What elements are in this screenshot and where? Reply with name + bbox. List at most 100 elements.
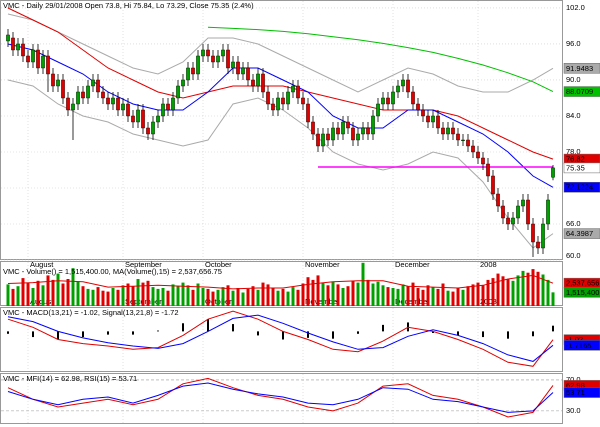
candle-body bbox=[151, 121, 155, 135]
volume-bar bbox=[226, 285, 230, 306]
candle-body bbox=[131, 115, 135, 123]
histogram-bar bbox=[552, 325, 554, 332]
histogram-bar bbox=[307, 331, 309, 338]
y-tick-label: 66.0 bbox=[566, 219, 581, 228]
candle-body bbox=[196, 55, 200, 75]
candle-body bbox=[286, 91, 290, 105]
volume-bar bbox=[456, 288, 460, 306]
histogram-bar bbox=[332, 331, 334, 339]
x-tick-label: December bbox=[395, 260, 430, 269]
x-tick-label: November bbox=[305, 260, 340, 269]
volume-bar bbox=[186, 285, 190, 306]
volume-bar bbox=[36, 280, 40, 306]
volume-bar bbox=[51, 279, 55, 306]
candle-body bbox=[101, 91, 105, 99]
volume-bar bbox=[451, 291, 455, 306]
candle-body bbox=[36, 49, 40, 69]
indicator-line bbox=[7, 7, 554, 160]
candle-body bbox=[31, 49, 35, 63]
candle-body bbox=[426, 115, 430, 123]
volume-bar bbox=[351, 280, 355, 306]
volume-bar bbox=[181, 282, 185, 306]
candle-body bbox=[381, 97, 385, 105]
indicator-line bbox=[7, 382, 554, 413]
volume-bar bbox=[501, 276, 505, 306]
volume-bar bbox=[306, 277, 310, 306]
volume-bar bbox=[216, 289, 220, 306]
volume-bar bbox=[171, 284, 175, 306]
candle-body bbox=[41, 55, 45, 69]
y-tick-label: 30.0 bbox=[566, 406, 581, 415]
volume-bar bbox=[411, 282, 415, 306]
candle-body bbox=[156, 115, 160, 123]
x-tick-label: 2008 bbox=[480, 260, 497, 269]
series-value-label: -1.02 bbox=[566, 335, 583, 344]
volume-bar bbox=[111, 288, 115, 306]
volume-ma-line bbox=[7, 274, 554, 290]
histogram-bar bbox=[107, 331, 109, 335]
candle-body bbox=[476, 151, 480, 159]
panel bbox=[0, 0, 563, 260]
close-value-label: 75.35 bbox=[566, 163, 585, 172]
candle-body bbox=[371, 115, 375, 135]
candle-body bbox=[76, 91, 80, 105]
candle-body bbox=[26, 55, 30, 63]
candle-body bbox=[181, 79, 185, 87]
volume-bar bbox=[466, 286, 470, 306]
candle-body bbox=[396, 85, 400, 93]
volume-bar bbox=[276, 290, 280, 306]
volume-bar bbox=[101, 290, 105, 306]
candle-body bbox=[91, 79, 95, 87]
volume-bar bbox=[46, 275, 50, 306]
histogram-bar bbox=[132, 331, 134, 335]
candle-body bbox=[171, 97, 175, 111]
volume-bar bbox=[156, 288, 160, 306]
volume-bar bbox=[141, 282, 145, 306]
candle-body bbox=[401, 79, 405, 87]
volume-bar bbox=[56, 273, 60, 306]
candle-body bbox=[491, 175, 495, 195]
series-value-label: 64.3987 bbox=[566, 229, 593, 238]
candle-body bbox=[6, 34, 10, 42]
candle-body bbox=[451, 127, 455, 135]
volume-bar bbox=[176, 286, 180, 306]
candle-body bbox=[96, 79, 100, 93]
volume-bar bbox=[106, 291, 110, 306]
candle-body bbox=[511, 217, 515, 225]
candle-body bbox=[111, 97, 115, 105]
y-tick-label: 102.0 bbox=[566, 3, 585, 12]
histogram-bar bbox=[382, 324, 384, 332]
candle-body bbox=[21, 43, 25, 57]
y-tick-label: 78.0 bbox=[566, 147, 581, 156]
candle-body bbox=[536, 241, 540, 249]
volume-bar bbox=[471, 284, 475, 306]
series-value-label-box bbox=[563, 387, 600, 398]
volume-bar bbox=[76, 281, 80, 306]
candle-body bbox=[406, 79, 410, 93]
volume-bar bbox=[461, 289, 465, 306]
volume-value-label-box bbox=[563, 287, 600, 298]
volume-bar bbox=[396, 288, 400, 306]
volume-bar bbox=[426, 285, 430, 306]
volume-bar bbox=[436, 288, 440, 306]
candle-body bbox=[361, 127, 365, 135]
candle-body bbox=[521, 199, 525, 207]
volume-bar bbox=[446, 290, 450, 306]
volume-bar bbox=[506, 279, 510, 306]
candle-body bbox=[221, 49, 225, 57]
volume-bar bbox=[286, 291, 290, 306]
volume-bar bbox=[431, 287, 435, 306]
x-tick-label: October bbox=[205, 260, 232, 269]
candle-body bbox=[216, 55, 220, 63]
candle-body bbox=[256, 73, 260, 87]
volume-bar bbox=[361, 262, 365, 306]
candle-body bbox=[136, 109, 140, 123]
volume-bar bbox=[391, 288, 395, 306]
candle-body bbox=[266, 91, 270, 105]
volume-bar bbox=[71, 268, 75, 306]
candle-body bbox=[356, 133, 360, 141]
volume-bar bbox=[416, 288, 420, 306]
candle-body bbox=[506, 217, 510, 225]
volume-bar bbox=[146, 280, 150, 306]
